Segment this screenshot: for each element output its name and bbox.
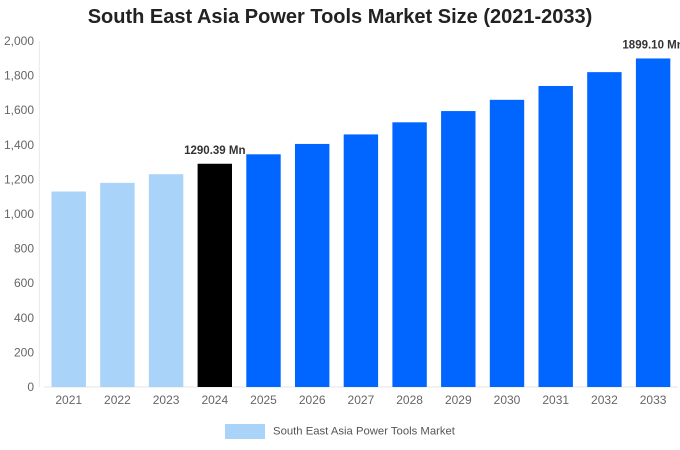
- svg-text:1899.10 Mn: 1899.10 Mn: [622, 39, 680, 51]
- svg-text:0: 0: [27, 380, 34, 394]
- svg-text:2029: 2029: [445, 393, 472, 407]
- svg-text:1,000: 1,000: [4, 207, 34, 221]
- svg-text:2027: 2027: [348, 393, 375, 407]
- svg-text:2024: 2024: [201, 393, 228, 407]
- svg-text:2032: 2032: [591, 393, 618, 407]
- svg-text:2028: 2028: [396, 393, 423, 407]
- svg-text:1,200: 1,200: [4, 172, 34, 186]
- svg-text:800: 800: [14, 242, 34, 256]
- svg-text:1,600: 1,600: [4, 103, 34, 117]
- svg-text:2033: 2033: [640, 393, 667, 407]
- svg-text:400: 400: [14, 311, 34, 325]
- svg-text:2,000: 2,000: [4, 34, 34, 48]
- svg-text:2025: 2025: [250, 393, 277, 407]
- svg-text:200: 200: [14, 345, 34, 359]
- svg-text:1,400: 1,400: [4, 138, 34, 152]
- svg-text:1290.39 Mn: 1290.39 Mn: [184, 145, 245, 157]
- svg-text:1,800: 1,800: [4, 69, 34, 83]
- svg-text:600: 600: [14, 276, 34, 290]
- svg-text:2030: 2030: [494, 393, 521, 407]
- svg-text:2026: 2026: [299, 393, 326, 407]
- svg-text:2022: 2022: [104, 393, 131, 407]
- svg-text:2023: 2023: [153, 393, 180, 407]
- svg-text:2031: 2031: [542, 393, 569, 407]
- svg-text:2021: 2021: [55, 393, 82, 407]
